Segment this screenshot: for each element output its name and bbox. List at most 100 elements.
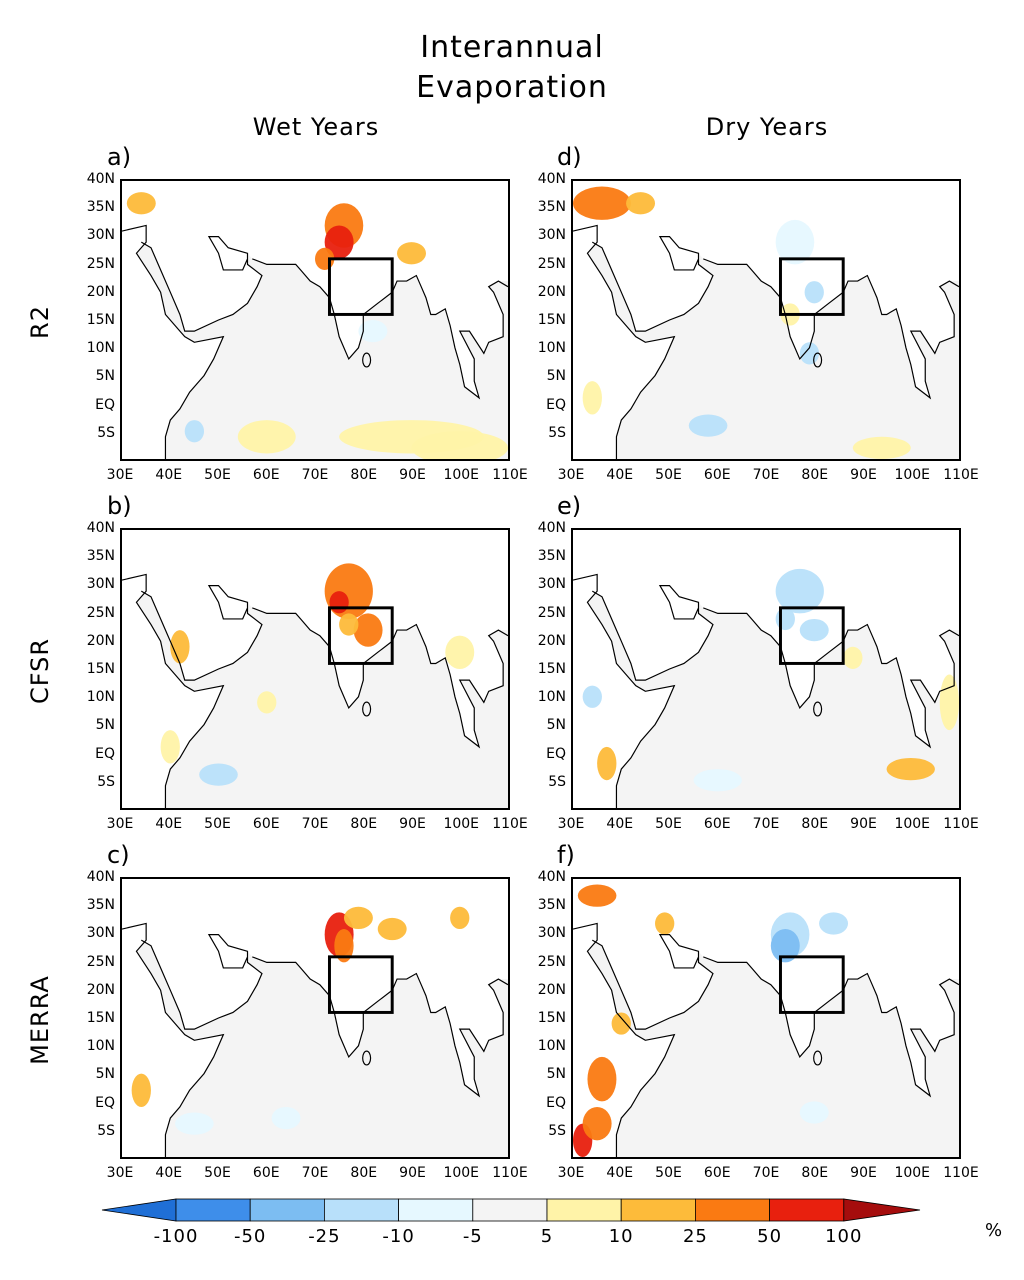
- anomaly-shading: [582, 381, 602, 415]
- lon-tick-label: 100E: [894, 1165, 931, 1181]
- coastline: [703, 258, 959, 400]
- anomaly-shading: [339, 613, 359, 636]
- lon-tick-label: 60E: [252, 1165, 280, 1181]
- anomaly-shading: [450, 906, 470, 930]
- anomaly-shading: [819, 912, 849, 935]
- study-region-box: [327, 606, 394, 665]
- coastline: [252, 258, 508, 400]
- anomaly-shading: [170, 630, 190, 664]
- lon-tick-label: 100E: [443, 467, 480, 483]
- map-panel-d: [571, 179, 961, 461]
- land-mask: [573, 181, 959, 398]
- panel-label-a: a): [107, 143, 132, 171]
- panel-label-d: d): [557, 143, 582, 171]
- lon-tick-label: 60E: [252, 467, 280, 483]
- row-label-r2: R2: [26, 305, 54, 339]
- lon-tick-label: 110E: [492, 1165, 528, 1181]
- colorbar-left-arrow: [101, 1198, 177, 1222]
- lat-tick-label: EQ: [95, 1094, 115, 1111]
- colorbar-tick-label: -50: [233, 1226, 267, 1247]
- anomaly-shading: [411, 431, 508, 459]
- figure-title-line1: Interannual: [420, 30, 604, 65]
- lon-tick-label: 90E: [399, 467, 426, 483]
- anomaly-shading: [693, 769, 742, 792]
- lat-tick-label: 15N: [537, 1010, 566, 1026]
- anomaly-shading: [626, 192, 656, 215]
- study-region-box: [778, 257, 845, 316]
- lat-tick-label: EQ: [546, 745, 566, 762]
- figure-title-line2: Evaporation: [416, 70, 608, 105]
- lon-tick-label: 70E: [752, 1165, 780, 1181]
- panel-label-c: c): [107, 841, 130, 869]
- lon-tick-label: 30E: [106, 1165, 134, 1181]
- lat-tick-label: 35N: [537, 897, 566, 914]
- anomaly-shading: [184, 420, 205, 443]
- anomaly-shading: [160, 730, 180, 764]
- colorbar-segment: [695, 1198, 771, 1222]
- lon-tick-label: 110E: [943, 1165, 979, 1181]
- colorbar-segment: [769, 1198, 845, 1222]
- map-panel-f: [571, 877, 961, 1159]
- lon-tick-label: 100E: [443, 1165, 480, 1181]
- anomaly-shading: [199, 763, 238, 786]
- colorbar-tick-label: 10: [608, 1226, 634, 1247]
- anomaly-shading: [688, 414, 728, 437]
- lon-tick-label: 90E: [399, 816, 426, 832]
- lat-tick-label: 30N: [86, 576, 115, 593]
- anomaly-shading: [131, 1073, 151, 1107]
- land-mask: [573, 879, 959, 1096]
- lat-tick-label: 5N: [95, 1066, 115, 1083]
- lat-tick-label: 30N: [537, 576, 566, 593]
- anomaly-shading: [587, 1056, 617, 1102]
- lat-tick-label: 20N: [86, 283, 115, 300]
- sri-lanka-outline: [813, 352, 823, 368]
- land-mask: [122, 879, 508, 1096]
- lon-tick-label: 40E: [606, 1165, 634, 1181]
- lat-tick-label: 25N: [86, 604, 115, 621]
- lat-tick-label: 5S: [97, 424, 115, 441]
- study-region-box: [327, 257, 394, 316]
- lat-tick-label: 30N: [537, 925, 566, 942]
- lat-tick-label: 5N: [95, 368, 115, 385]
- lon-tick-label: 110E: [943, 816, 979, 832]
- panel-label-f: f): [557, 841, 575, 869]
- lon-tick-label: 40E: [606, 467, 634, 483]
- lat-tick-label: EQ: [546, 1094, 566, 1111]
- anomaly-shading: [353, 613, 383, 647]
- lat-tick-label: 35N: [86, 897, 115, 914]
- anomaly-shading: [257, 691, 277, 714]
- lat-tick-label: 20N: [86, 632, 115, 649]
- colorbar-tick-label: -100: [153, 1226, 199, 1247]
- land-mask: [122, 530, 508, 747]
- lon-tick-label: 80E: [801, 816, 829, 832]
- lat-tick-label: 15N: [537, 661, 566, 677]
- lat-tick-label: 25N: [86, 953, 115, 970]
- colorbar-tick-label: 50: [757, 1226, 783, 1247]
- lon-tick-label: 80E: [350, 467, 378, 483]
- lat-tick-label: 40N: [537, 869, 566, 885]
- africa-mask: [122, 225, 224, 459]
- lon-tick-label: 50E: [204, 816, 231, 832]
- lon-tick-label: 70E: [301, 1165, 329, 1181]
- coastline: [122, 922, 225, 1157]
- lat-tick-label: 5S: [548, 1122, 566, 1139]
- anomaly-shading: [445, 635, 475, 669]
- anomaly-shading: [237, 420, 296, 454]
- lon-tick-label: 40E: [155, 1165, 183, 1181]
- anomaly-shading: [775, 219, 815, 265]
- lat-tick-label: 5N: [546, 368, 566, 385]
- sri-lanka-outline: [362, 1050, 372, 1066]
- anomaly-shading: [271, 1106, 301, 1130]
- coastline: [252, 607, 508, 749]
- anomaly-shading: [799, 1101, 829, 1124]
- colorbar-tick-label: 5: [540, 1226, 554, 1247]
- study-region-box: [778, 955, 845, 1014]
- lat-tick-label: 35N: [537, 199, 566, 216]
- map-panel-e: [571, 528, 961, 810]
- anomaly-shading: [324, 225, 354, 259]
- lon-tick-label: 80E: [801, 467, 829, 483]
- lon-tick-label: 60E: [703, 1165, 731, 1181]
- lat-tick-label: EQ: [546, 396, 566, 413]
- anomaly-shading: [775, 607, 795, 631]
- colorbar-segment: [472, 1198, 548, 1222]
